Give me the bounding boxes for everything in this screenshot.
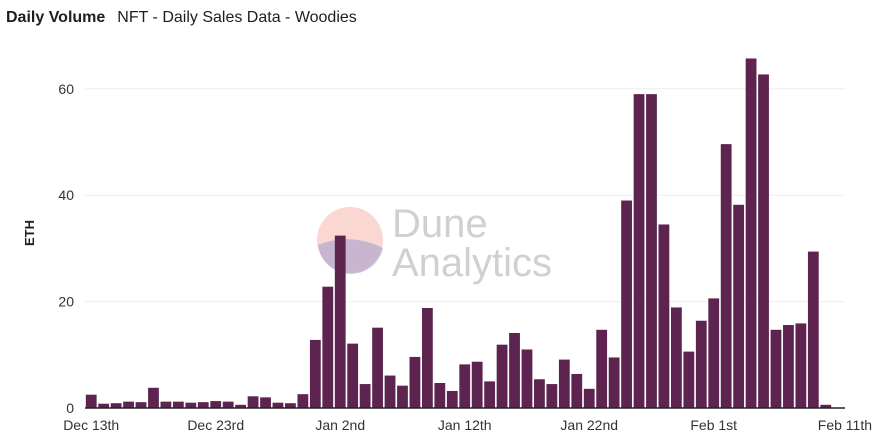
y-axis: 0 20 40 60 — [58, 81, 74, 416]
bar[interactable] — [758, 74, 769, 408]
bar[interactable] — [571, 373, 583, 408]
x-tick-label: Jan 2nd — [315, 417, 365, 433]
bar[interactable] — [745, 58, 757, 408]
bar[interactable] — [123, 401, 134, 408]
bar[interactable] — [285, 403, 296, 408]
bar[interactable] — [646, 94, 657, 409]
y-tick-label: 20 — [58, 294, 74, 310]
bar[interactable] — [359, 384, 371, 408]
x-tick-label: Jan 12th — [438, 417, 492, 433]
bar[interactable] — [534, 379, 545, 408]
bar[interactable] — [185, 402, 197, 408]
bar[interactable] — [334, 235, 346, 408]
bar[interactable] — [670, 307, 682, 408]
chart-subtitle: NFT - Daily Sales Data - Woodies — [117, 9, 357, 26]
bar[interactable] — [260, 397, 271, 408]
bar[interactable] — [558, 359, 570, 408]
x-axis: Dec 13th Dec 23rd Jan 2nd Jan 12th Jan 22nd F… — [63, 407, 872, 433]
bar[interactable] — [409, 356, 421, 408]
bar[interactable] — [297, 394, 309, 408]
bar[interactable] — [471, 361, 483, 408]
bar[interactable] — [683, 351, 695, 408]
bar[interactable] — [397, 385, 408, 408]
bar[interactable] — [172, 401, 184, 408]
bars-group — [85, 58, 832, 409]
bar[interactable] — [197, 402, 209, 408]
bar[interactable] — [347, 343, 359, 408]
bar[interactable] — [222, 401, 234, 408]
y-tick-label: 60 — [58, 81, 74, 97]
bar[interactable] — [633, 94, 645, 409]
bar[interactable] — [210, 401, 222, 408]
bar[interactable] — [421, 307, 433, 408]
x-tick-label: Dec 23rd — [187, 417, 244, 433]
bar[interactable] — [795, 323, 807, 408]
bar[interactable] — [384, 375, 396, 408]
chart-header: Daily Volume NFT - Daily Sales Data - Wo… — [6, 9, 357, 29]
x-tick-label: Feb 11th — [818, 417, 872, 433]
dune-analytics-watermark: Dune Analytics — [317, 202, 552, 285]
bar[interactable] — [608, 357, 620, 408]
bar[interactable] — [695, 320, 707, 408]
bar[interactable] — [820, 404, 832, 408]
bar[interactable] — [110, 403, 122, 408]
bar[interactable] — [148, 387, 159, 408]
bar[interactable] — [807, 251, 819, 408]
bar[interactable] — [733, 204, 745, 408]
bar[interactable] — [658, 224, 670, 408]
y-axis-label: ETH — [22, 220, 37, 246]
bar[interactable] — [247, 396, 259, 408]
bar[interactable] — [446, 390, 458, 408]
bar[interactable] — [272, 402, 284, 408]
bar[interactable] — [372, 327, 383, 408]
bar[interactable] — [720, 144, 732, 408]
y-tick-label: 40 — [58, 187, 74, 203]
bar[interactable] — [98, 403, 110, 408]
bar[interactable] — [235, 404, 247, 408]
chart-title: Daily Volume — [6, 9, 106, 26]
x-tick-label: Jan 22nd — [560, 417, 618, 433]
bar[interactable] — [496, 344, 508, 408]
bar[interactable] — [85, 394, 97, 408]
bar[interactable] — [309, 339, 321, 408]
bar[interactable] — [509, 332, 520, 408]
bar[interactable] — [621, 200, 632, 408]
bar[interactable] — [546, 384, 558, 408]
bar[interactable] — [521, 349, 533, 408]
bar[interactable] — [770, 329, 782, 408]
bar[interactable] — [596, 329, 608, 408]
x-tick-label: Dec 13th — [63, 417, 119, 433]
watermark-text-analytics: Analytics — [392, 241, 552, 285]
bar[interactable] — [135, 402, 147, 408]
bar[interactable] — [434, 383, 446, 408]
y-tick-label: 0 — [66, 400, 74, 416]
bar[interactable] — [783, 325, 794, 408]
watermark-logo-circle-bottom — [318, 239, 383, 274]
bar[interactable] — [583, 388, 595, 408]
bar[interactable] — [484, 381, 496, 408]
x-tick-label: Feb 1st — [690, 417, 737, 433]
bar[interactable] — [708, 298, 720, 408]
bar[interactable] — [459, 364, 471, 408]
watermark-text-dune: Dune — [392, 202, 488, 246]
bar[interactable] — [322, 286, 334, 408]
bar[interactable] — [160, 401, 172, 408]
